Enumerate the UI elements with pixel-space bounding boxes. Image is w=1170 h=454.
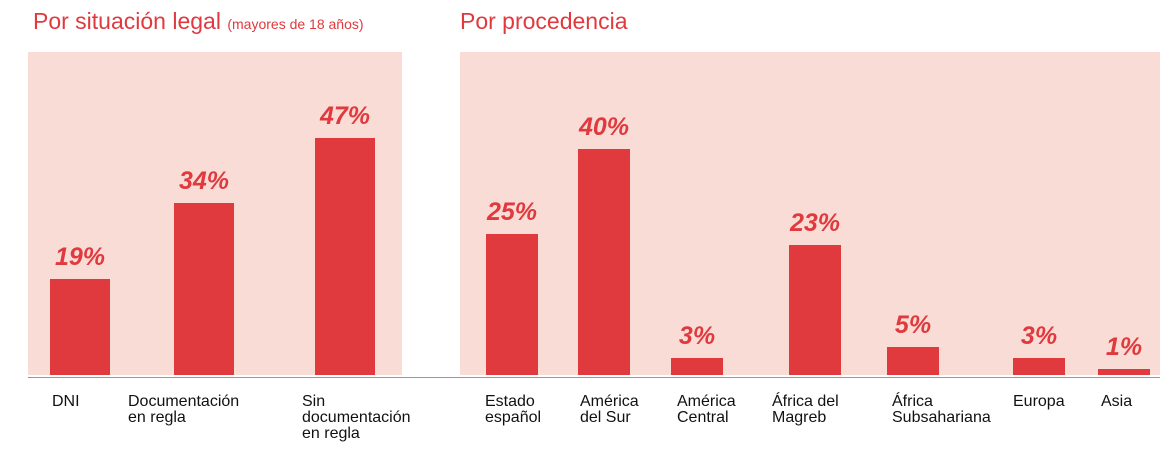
x-tick-label: Estado español — [485, 393, 542, 426]
bar — [50, 279, 110, 375]
chart-title: Por situación legal (mayores de 18 años) — [33, 8, 364, 35]
data-label: 47% — [319, 101, 371, 130]
x-tick-label: DNI — [52, 393, 80, 410]
x-tick-label: Asia — [1101, 393, 1133, 410]
data-label: 1% — [1105, 333, 1143, 362]
subtitle: (mayores de 18 años) — [227, 16, 364, 32]
x-tick-label: América Central — [677, 393, 736, 426]
bar — [486, 233, 538, 375]
data-label: 3% — [1020, 322, 1058, 351]
bar — [671, 358, 723, 375]
title-text: Por situación legal — [33, 8, 221, 34]
bar — [789, 245, 841, 375]
data-label: 25% — [486, 197, 538, 226]
bar — [174, 203, 234, 375]
x-tick-label: América del Sur — [580, 393, 639, 426]
x-tick-label: África del Magreb — [772, 393, 839, 426]
data-label: 23% — [789, 209, 841, 238]
data-label: 34% — [178, 167, 230, 196]
bar — [887, 346, 939, 375]
data-label: 3% — [678, 322, 716, 351]
bar — [578, 149, 630, 375]
data-label: 40% — [578, 113, 630, 141]
data-label: 19% — [54, 243, 106, 272]
x-tick-label: Europa — [1013, 393, 1065, 410]
data-label: 5% — [894, 310, 932, 339]
x-tick-label: África Subsahariana — [892, 393, 991, 426]
x-tick-label: Documentación en regla — [128, 393, 240, 426]
chart-title: Por procedencia — [460, 8, 628, 34]
bar — [1013, 358, 1065, 375]
baseline — [28, 377, 1160, 378]
bar — [1098, 369, 1150, 375]
x-tick-label: Sin documentación en regla — [302, 393, 411, 442]
bar — [315, 137, 375, 375]
